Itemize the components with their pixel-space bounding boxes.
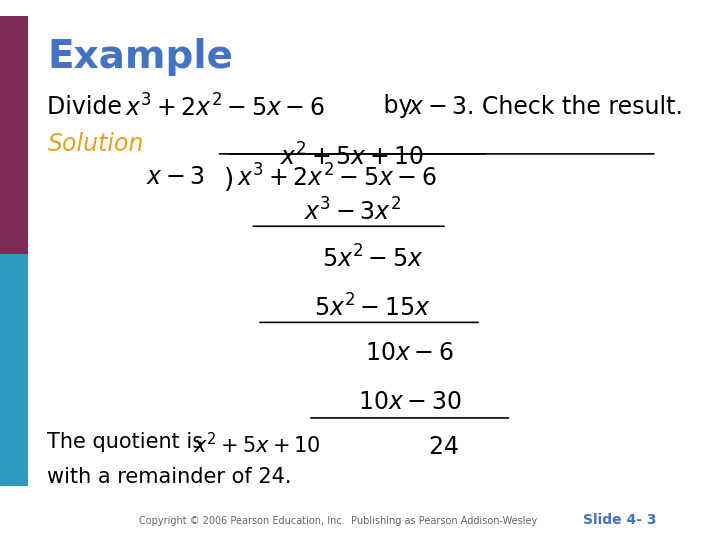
Text: $5x^2 - 5x$: $5x^2 - 5x$ — [322, 246, 423, 273]
Text: with a remainder of 24.: with a remainder of 24. — [48, 467, 292, 487]
FancyBboxPatch shape — [0, 254, 28, 486]
Text: $x^3 + 2x^2 - 5x - 6$: $x^3 + 2x^2 - 5x - 6$ — [237, 165, 437, 192]
Text: . Check the result.: . Check the result. — [467, 94, 683, 118]
Text: Copyright © 2006 Pearson Education, Inc.  Publishing as Pearson Addison-Wesley: Copyright © 2006 Pearson Education, Inc.… — [140, 516, 538, 526]
Text: $x - 3$: $x - 3$ — [145, 165, 204, 188]
Text: $5x^2 - 15x$: $5x^2 - 15x$ — [314, 294, 431, 321]
Text: Solution: Solution — [48, 132, 144, 156]
Text: $24$: $24$ — [428, 435, 459, 458]
Text: $10x - 30$: $10x - 30$ — [358, 390, 462, 414]
Text: $x^2 + 5x + 10$: $x^2 + 5x + 10$ — [280, 143, 424, 170]
Text: $x - 3$: $x - 3$ — [408, 94, 467, 118]
Text: $x^2 + 5x + 10$: $x^2 + 5x + 10$ — [193, 432, 321, 457]
Text: $10x - 6$: $10x - 6$ — [365, 341, 454, 365]
Text: by: by — [376, 94, 420, 118]
Text: $x^3 + 2x^2 - 5x - 6$: $x^3 + 2x^2 - 5x - 6$ — [125, 94, 325, 122]
Text: $x^3 - 3x^2$: $x^3 - 3x^2$ — [304, 198, 400, 225]
FancyBboxPatch shape — [0, 16, 28, 254]
Text: Divide: Divide — [48, 94, 130, 118]
Text: $)$: $)$ — [223, 165, 233, 193]
Text: Slide 4- 3: Slide 4- 3 — [583, 512, 657, 526]
Text: The quotient is: The quotient is — [48, 432, 210, 452]
Text: Example: Example — [48, 38, 233, 76]
